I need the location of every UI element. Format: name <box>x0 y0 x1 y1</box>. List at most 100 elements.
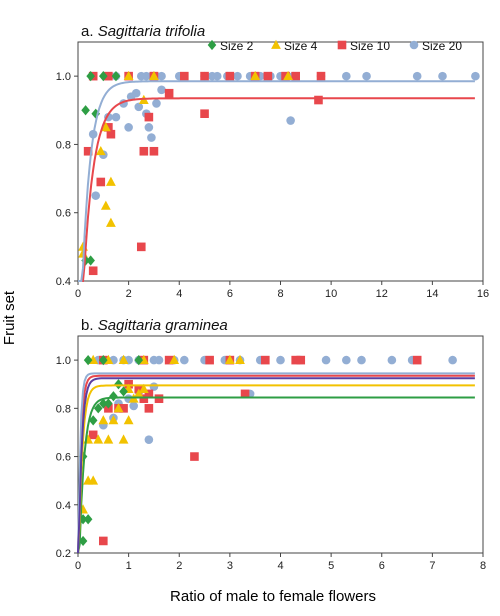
point-size-10 <box>144 112 154 122</box>
point-size-20 <box>342 71 351 81</box>
point-size-10 <box>261 355 270 365</box>
y-tick-label: 1.0 <box>56 355 71 367</box>
x-tick-label: 3 <box>227 560 233 572</box>
point-size-20 <box>362 71 371 81</box>
fit-curve-size-4 <box>77 384 475 554</box>
y-tick-label: 0.2 <box>56 548 71 560</box>
point-size-4 <box>95 145 106 156</box>
legend-label-size-10: Size 10 <box>350 39 390 53</box>
point-size-2 <box>109 391 118 402</box>
point-size-4 <box>235 354 245 365</box>
y-tick-label: 0.8 <box>56 403 71 415</box>
point-size-4 <box>88 475 99 485</box>
point-size-10 <box>263 71 273 81</box>
point-size-20 <box>387 355 397 365</box>
point-size-20 <box>131 88 141 98</box>
point-size-20 <box>342 355 351 365</box>
point-size-10 <box>200 109 209 118</box>
point-size-10 <box>96 177 106 187</box>
point-size-10 <box>190 452 199 461</box>
fit-curves <box>78 80 475 282</box>
point-size-4 <box>138 383 149 393</box>
point-size-10 <box>106 129 116 139</box>
panel-title: a. Sagittaria trifolia <box>81 23 205 40</box>
fit-curves <box>77 372 475 554</box>
point-size-10 <box>88 266 98 276</box>
legend-marker-size-2 <box>207 39 217 51</box>
x-tick-label: 5 <box>328 560 334 572</box>
point-size-20 <box>144 123 154 132</box>
point-size-20 <box>212 71 222 81</box>
x-tick-label: 7 <box>429 560 435 572</box>
legend-marker-size-20 <box>409 40 419 50</box>
x-tick-label: 0 <box>75 288 81 300</box>
x-tick-label: 2 <box>176 560 182 572</box>
fit-curve-size-10 <box>77 374 475 554</box>
x-tick-label: 8 <box>480 560 486 572</box>
data-points <box>78 70 480 276</box>
shared-y-axis-label: Fruit set <box>1 290 18 345</box>
point-size-20 <box>144 435 154 444</box>
panel-letter: a. <box>81 23 98 40</box>
point-size-4 <box>106 217 116 227</box>
legend-marker-size-10 <box>337 40 347 50</box>
point-size-2 <box>134 355 144 366</box>
point-size-10 <box>205 355 214 365</box>
fit-curve-size-20 <box>77 372 475 554</box>
point-size-4 <box>250 70 261 81</box>
point-size-20 <box>152 99 161 108</box>
point-size-20 <box>233 71 242 81</box>
point-size-20 <box>124 123 133 132</box>
y-tick-label: 1.0 <box>56 71 71 83</box>
y-tick-label: 0.4 <box>56 276 71 288</box>
point-size-2 <box>99 355 108 366</box>
x-tick-label: 6 <box>227 288 233 300</box>
point-size-2 <box>104 398 113 409</box>
x-tick-label: 4 <box>176 288 182 300</box>
point-size-10 <box>83 146 93 156</box>
point-size-2 <box>99 71 108 82</box>
panel-species-name: Sagittaria graminea <box>98 317 228 334</box>
point-size-10 <box>119 404 128 413</box>
point-size-10 <box>180 71 189 81</box>
point-size-20 <box>471 71 480 81</box>
x-tick-label: 2 <box>126 288 132 300</box>
legend-marker-size-4 <box>271 39 281 49</box>
point-size-4 <box>123 415 134 425</box>
point-size-2 <box>93 403 103 414</box>
point-size-4 <box>224 354 235 365</box>
point-size-20 <box>448 355 457 365</box>
point-size-4 <box>123 70 134 81</box>
fit-curve-pooled <box>77 377 475 554</box>
point-size-4 <box>93 434 104 444</box>
point-size-2 <box>81 105 90 116</box>
point-size-2 <box>88 415 98 426</box>
x-tick-label: 4 <box>277 560 283 572</box>
panel-title: b. Sagittaria graminea <box>81 317 228 334</box>
x-tick-label: 6 <box>379 560 385 572</box>
point-size-20 <box>157 71 166 81</box>
point-size-20 <box>154 355 164 365</box>
point-size-20 <box>111 112 121 122</box>
point-size-10 <box>225 71 235 81</box>
point-size-20 <box>129 401 138 411</box>
fit-curve-size-2 <box>77 396 475 554</box>
point-size-2 <box>86 71 95 82</box>
point-size-4 <box>149 70 159 81</box>
point-size-4 <box>108 415 119 425</box>
point-size-4 <box>283 70 293 81</box>
point-size-4 <box>100 200 111 210</box>
shared-x-axis-label: Ratio of male to female flowers <box>170 588 376 605</box>
point-size-4 <box>118 434 129 444</box>
point-size-20 <box>276 355 285 365</box>
point-size-10 <box>104 71 113 81</box>
point-size-10 <box>139 146 149 156</box>
plot-frame <box>77 335 484 554</box>
legend-label-size-20: Size 20 <box>422 39 462 53</box>
fit-curve-size-10 <box>78 97 475 282</box>
point-size-4 <box>103 434 114 444</box>
point-size-4 <box>133 388 144 398</box>
legend-label-size-2: Size 2 <box>220 39 254 53</box>
x-tick-label: 16 <box>477 288 489 300</box>
